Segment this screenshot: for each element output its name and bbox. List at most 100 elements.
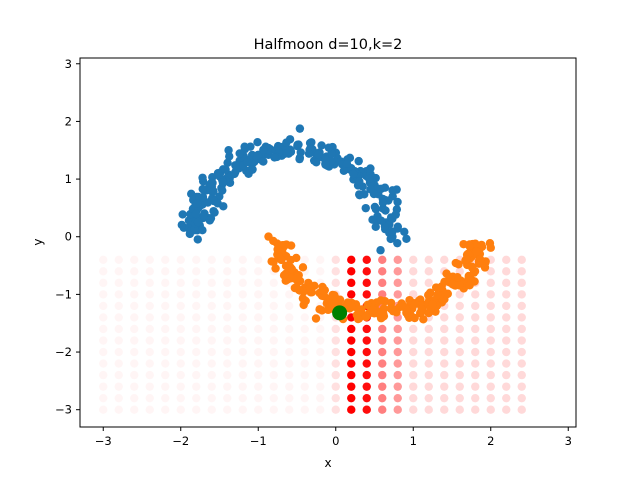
lower-moon-point [376,296,386,305]
lower-moon-point [273,245,282,254]
grid-point [238,405,247,414]
lower-moon-point [455,281,464,290]
grid-point [161,313,170,322]
lower-moon-point [410,300,419,309]
grid-point [145,255,154,264]
grid-point [300,359,309,368]
grid-point [238,336,247,345]
upper-moon-point [225,152,234,161]
grid-point [130,393,139,403]
upper-moon-point [371,222,380,232]
grid-point [207,278,216,288]
grid-point [114,370,123,380]
upper-moon-point [381,206,390,215]
grid-point [254,290,263,299]
grid-point [192,370,201,380]
grid-point [471,313,480,322]
upper-moon-point [205,216,214,225]
grid-point [362,278,371,288]
query-point [332,305,348,321]
grid-point [99,324,108,334]
grid-point [378,359,387,368]
grid-point [393,278,402,288]
grid-point [254,255,263,264]
grid-point [238,290,247,299]
grid-point [285,405,294,414]
grid-point [486,370,495,380]
grid-point [378,393,387,403]
upper-moon-point [253,138,262,147]
upper-moon-point [388,227,397,236]
grid-point [161,370,170,380]
lower-moon-point [451,258,460,268]
grid-point [161,393,170,403]
grid-point [130,301,139,311]
grid-point [285,393,294,403]
grid-point [316,347,325,357]
grid-point [471,382,480,391]
grid-point [517,382,526,391]
x-tick-label: 1 [410,434,417,448]
grid-point [192,405,201,414]
grid-point [486,301,495,311]
lower-moon-point [419,315,428,324]
upper-moon-point [178,210,187,219]
grid-point [285,359,294,368]
upper-moon-point [380,183,390,192]
grid-point [269,278,278,288]
grid-point [269,347,278,357]
grid-point [269,336,278,345]
grid-point [223,382,232,391]
grid-point [502,278,511,288]
grid-point [502,255,511,264]
grid-point [114,301,123,311]
grid-point [393,393,402,403]
grid-point [285,370,294,380]
grid-point [238,370,247,380]
grid-point [192,313,201,322]
grid-point [517,313,526,322]
grid-point [300,370,309,380]
upper-moon-point [355,190,364,199]
grid-point [502,382,511,391]
grid-point [455,313,464,322]
grid-point [471,405,480,414]
grid-point [424,336,433,345]
grid-point [285,347,294,357]
grid-point [192,359,201,368]
grid-point [176,324,185,334]
grid-point [192,278,201,288]
grid-point [130,359,139,368]
upper-moon-point [243,158,252,167]
lower-moon-point [464,274,473,284]
grid-point [192,382,201,391]
upper-moon-point [324,143,333,152]
grid-point [300,382,309,391]
lower-moon-point [417,305,426,314]
grid-point [145,336,154,345]
x-tick-label: −3 [95,434,112,448]
grid-point [238,393,247,403]
upper-moon-point [235,149,244,158]
lower-moon-point [315,305,324,314]
grid-point [254,405,263,414]
grid-point [424,405,433,414]
grid-point [114,405,123,414]
grid-point [192,393,201,403]
grid-point [254,324,263,334]
grid-point [223,278,232,288]
grid-point [207,324,216,334]
grid-point [145,324,154,334]
grid-point [486,359,495,368]
upper-moon-point [393,197,402,207]
grid-point [362,324,371,334]
grid-point [393,255,402,264]
grid-point [486,405,495,414]
lower-moon-point [292,253,301,263]
grid-point [130,290,139,299]
lower-moon-point [477,240,486,250]
upper-moon-point [339,166,349,176]
grid-point [486,347,495,357]
upper-moon-point [231,161,240,170]
lower-moon-point [319,286,329,296]
